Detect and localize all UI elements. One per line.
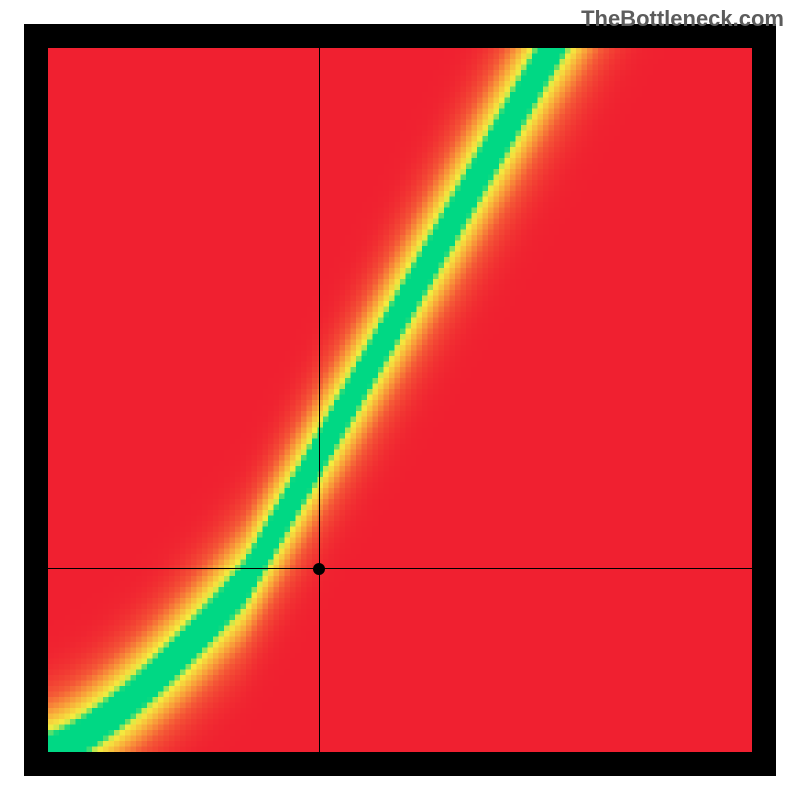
crosshair-horizontal — [48, 568, 752, 569]
plot-area — [48, 48, 752, 752]
plot-outer-frame — [24, 24, 776, 776]
watermark-text: TheBottleneck.com — [581, 6, 784, 32]
marker-point — [313, 563, 325, 575]
crosshair-vertical — [319, 48, 320, 752]
heatmap-canvas — [48, 48, 752, 752]
